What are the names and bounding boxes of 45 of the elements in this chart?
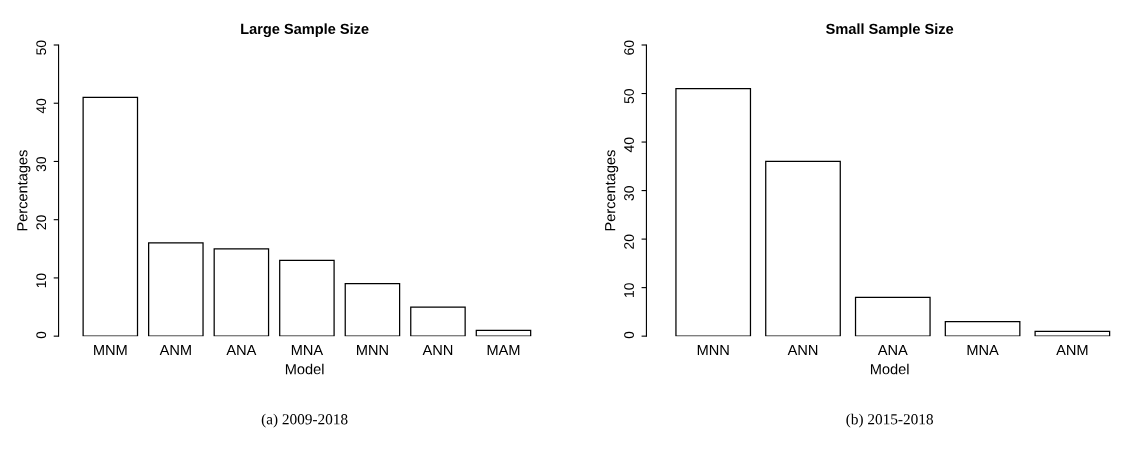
x-tick-label: ANA xyxy=(226,345,257,356)
x-tick-label: MNA xyxy=(967,345,999,356)
x-tick-label: ANN xyxy=(422,345,453,356)
y-tick-label: 20 xyxy=(624,234,634,249)
bar xyxy=(475,329,532,337)
x-tick-label: ANA xyxy=(877,345,908,356)
text: (b) 2015-2018 xyxy=(846,413,933,428)
text: (a) 2009-2018 xyxy=(261,413,348,428)
bar xyxy=(410,306,466,337)
bar xyxy=(854,296,931,337)
y-tick-label: 40 xyxy=(624,137,634,153)
bar xyxy=(1034,330,1111,337)
x-tick-label: MNA xyxy=(291,345,324,356)
y-tick-label: 50 xyxy=(624,89,634,104)
y-axis-title: Percentages xyxy=(605,150,619,231)
bar xyxy=(675,88,752,337)
bar xyxy=(213,248,270,337)
y-axis-title: Percentages xyxy=(17,150,31,231)
x-tick-label: MNN xyxy=(697,345,729,356)
y-tick-label: 40 xyxy=(36,98,47,114)
y-tick-label: 60 xyxy=(624,40,634,55)
x-tick-label: ANM xyxy=(159,345,191,356)
x-tick-label: ANM xyxy=(1056,345,1088,356)
x-tick-label: MNN xyxy=(357,345,388,356)
chart-title: Small Sample Size xyxy=(826,23,954,37)
x-axis-title: Model xyxy=(285,363,324,375)
y-tick-label: 30 xyxy=(36,156,47,172)
x-tick-label: MAM xyxy=(487,345,520,356)
x-tick-label: MNM xyxy=(94,345,127,356)
x-axis-title: Model xyxy=(870,363,909,375)
x-tick-label: ANN xyxy=(787,345,818,356)
bar xyxy=(82,96,139,337)
y-tick-label: 20 xyxy=(36,215,47,230)
bar xyxy=(765,160,841,337)
bar xyxy=(279,259,335,337)
y-tick-label: 0 xyxy=(624,331,634,339)
y-tick-label: 30 xyxy=(624,186,634,201)
bar xyxy=(148,242,204,337)
bar xyxy=(344,283,401,337)
y-tick-label: 10 xyxy=(36,273,47,288)
y-tick-label: 50 xyxy=(36,40,47,55)
y-tick-label: 0 xyxy=(36,331,47,339)
chart-title: Large Sample Size xyxy=(241,23,369,37)
y-tick-label: 10 xyxy=(624,283,634,297)
bar xyxy=(944,320,1021,337)
